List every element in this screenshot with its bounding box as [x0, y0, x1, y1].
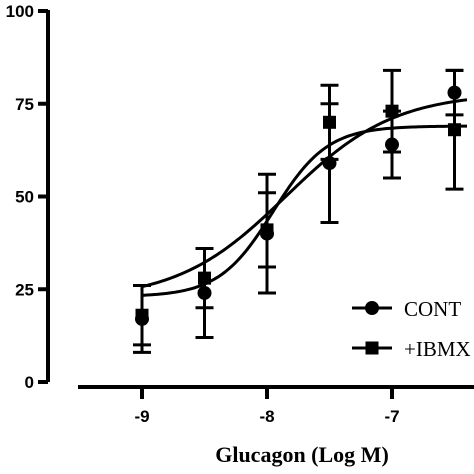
data-point [195, 246, 214, 310]
square-marker [260, 223, 274, 237]
square-marker [385, 104, 399, 118]
data-point [258, 191, 276, 269]
data-points [133, 68, 464, 354]
axes: 0 25 50 75 100 -9 -8 -7 [6, 2, 474, 426]
fit-curve [141, 124, 468, 297]
y-tick-label: 100 [6, 2, 34, 21]
y-tick-label: 25 [15, 280, 34, 299]
legend-square-marker [365, 341, 379, 355]
square-marker [198, 271, 211, 285]
x-tick-label: -8 [259, 407, 274, 426]
fit-curve [141, 98, 468, 289]
fit-curves [141, 98, 468, 297]
data-point [133, 284, 151, 347]
data-point [320, 83, 339, 161]
square-marker [323, 115, 336, 129]
data-point [383, 68, 401, 154]
legend-circle-marker [365, 301, 379, 315]
square-marker [448, 123, 461, 137]
x-axis-label: Glucagon (Log M) [215, 442, 389, 467]
legend-label: CONT [404, 297, 461, 321]
legend: CONT +IBMX [352, 297, 471, 361]
y-tick-label: 75 [15, 95, 34, 114]
x-tick-label: -9 [134, 407, 149, 426]
y-tick-label: 0 [25, 373, 34, 392]
data-point [445, 68, 464, 191]
x-tick-label: -7 [384, 407, 399, 426]
y-tick-label: 50 [15, 188, 34, 207]
legend-label: +IBMX [404, 337, 471, 361]
square-marker [135, 308, 149, 322]
